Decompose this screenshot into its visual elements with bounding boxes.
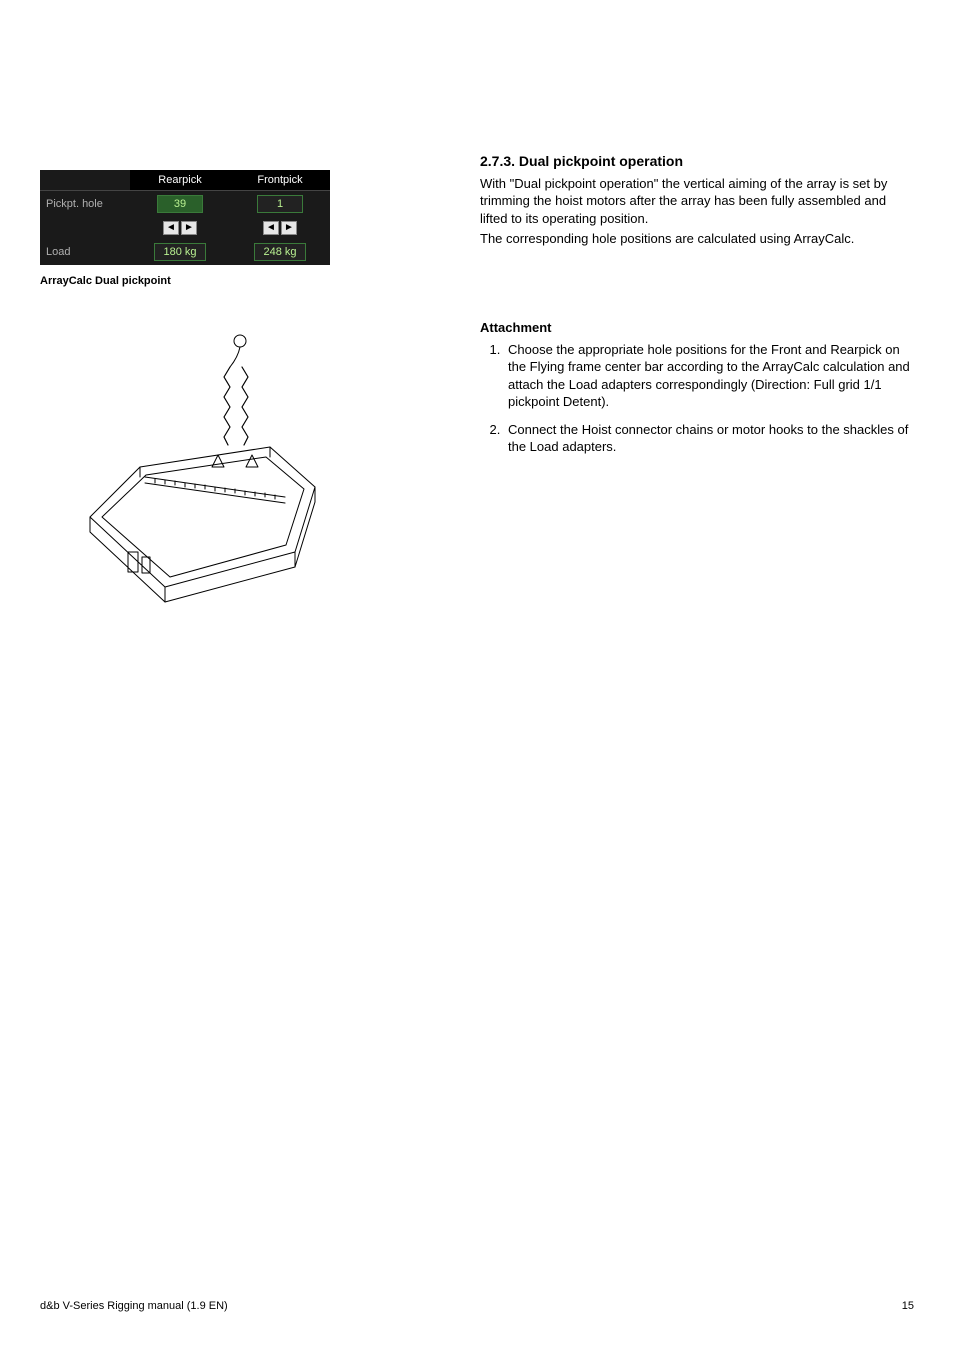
- row-label-pickpt-hole: Pickpt. hole: [40, 191, 130, 218]
- rear-step-down-icon[interactable]: ◄: [163, 221, 179, 235]
- rear-step-up-icon[interactable]: ►: [181, 221, 197, 235]
- section-heading: 2.7.3. Dual pickpoint operation: [480, 152, 910, 171]
- footer-page-number: 15: [902, 1300, 914, 1312]
- step-2: Connect the Hoist connector chains or mo…: [504, 421, 910, 456]
- step-1: Choose the appropriate hole positions fo…: [504, 341, 910, 411]
- table-caption: ArrayCalc Dual pickpoint: [40, 275, 330, 287]
- row-label-load: Load: [40, 239, 130, 265]
- page: Rearpick Frontpick Pickpt. hole 39 1: [0, 0, 954, 1350]
- cell-rear-hole: 39: [130, 191, 230, 218]
- col-header-front: Frontpick: [230, 170, 330, 191]
- section-para-2: The corresponding hole positions are cal…: [480, 230, 910, 248]
- footer-doc-title: d&b V-Series Rigging manual (1.9 EN): [40, 1300, 228, 1312]
- attachment-steps: Choose the appropriate hole positions fo…: [480, 341, 910, 456]
- row-load: Load 180 kg 248 kg: [40, 239, 330, 265]
- value-front-hole[interactable]: 1: [257, 195, 303, 213]
- flying-frame-svg: [70, 327, 320, 617]
- page-footer: d&b V-Series Rigging manual (1.9 EN) 15: [40, 1300, 914, 1312]
- value-rear-load: 180 kg: [154, 243, 205, 261]
- value-rear-hole[interactable]: 39: [157, 195, 203, 213]
- section-para-1: With "Dual pickpoint operation" the vert…: [480, 175, 910, 228]
- cell-rear-load: 180 kg: [130, 239, 230, 265]
- cell-front-load: 248 kg: [230, 239, 330, 265]
- cell-rear-stepper: ◄ ►: [130, 217, 230, 239]
- attachment-heading: Attachment: [480, 319, 910, 337]
- row-pickpt-hole: Pickpt. hole 39 1: [40, 191, 330, 218]
- left-column: Rearpick Frontpick Pickpt. hole 39 1: [40, 170, 330, 617]
- front-step-up-icon[interactable]: ►: [281, 221, 297, 235]
- row-label-steppers: [40, 217, 130, 239]
- row-steppers: ◄ ► ◄ ►: [40, 217, 330, 239]
- table-corner-blank: [40, 170, 130, 191]
- col-header-rear: Rearpick: [130, 170, 230, 191]
- right-column: 2.7.3. Dual pickpoint operation With "Du…: [480, 152, 910, 466]
- value-front-load: 248 kg: [254, 243, 305, 261]
- rear-stepper: ◄ ►: [163, 221, 197, 235]
- front-step-down-icon[interactable]: ◄: [263, 221, 279, 235]
- pickpoint-table: Rearpick Frontpick Pickpt. hole 39 1: [40, 170, 330, 265]
- flying-frame-diagram: [70, 327, 320, 617]
- cell-front-hole: 1: [230, 191, 330, 218]
- cell-front-stepper: ◄ ►: [230, 217, 330, 239]
- front-stepper: ◄ ►: [263, 221, 297, 235]
